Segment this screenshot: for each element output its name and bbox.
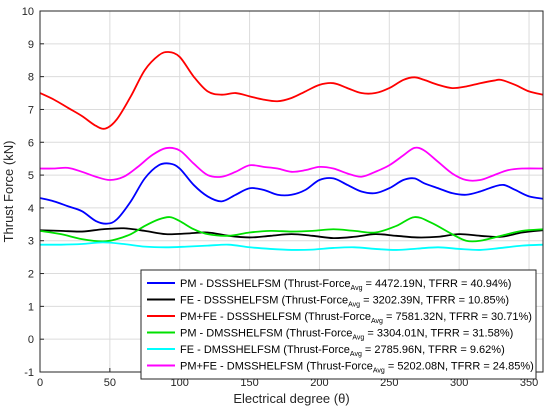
y-tick-label: 1 <box>28 301 34 313</box>
y-tick-label: 6 <box>28 137 34 149</box>
y-tick-label: 4 <box>28 203 34 215</box>
legend-stat-sub: Avg <box>352 335 364 342</box>
y-axis-label: Thrust Force (kN) <box>1 141 16 243</box>
legend-stat-sub: Avg <box>350 351 362 358</box>
legend-stat-sub: Avg <box>351 285 363 292</box>
legend-stat-sub: Avg <box>371 318 383 325</box>
y-tick-label: 10 <box>22 6 34 18</box>
x-tick-label: 0 <box>37 377 43 389</box>
legend-entry: PM+FE - DMSSHELFSM (Thrust-ForceAvg = 52… <box>180 361 534 375</box>
series-line-4 <box>39 216 544 243</box>
legend-name: PM+FE - DMSSHELFSM <box>180 361 306 373</box>
y-tick-label: 3 <box>28 236 34 248</box>
series-line-5 <box>39 241 544 251</box>
legend-stat-post: = 3202.39N, TFRR = 10.85%) <box>360 295 509 307</box>
series-line-6 <box>39 146 544 182</box>
legend-entry: FE - DSSSHELFSM (Thrust-ForceAvg = 3202.… <box>180 295 509 309</box>
legend-stat-sub: Avg <box>348 302 360 309</box>
y-tick-label: -1 <box>24 367 34 379</box>
y-tick-label: 2 <box>28 269 34 281</box>
legend-entry: PM+FE - DSSSHELFSM (Thrust-ForceAvg = 75… <box>180 311 532 325</box>
legend-stat-pre: (Thrust-Force <box>284 278 351 290</box>
y-tick-label: 7 <box>28 104 34 116</box>
legend-stat-sub: Avg <box>373 368 385 375</box>
x-tick-label: 300 <box>450 377 468 389</box>
x-tick-label: 200 <box>310 377 328 389</box>
legend-box <box>140 269 537 380</box>
legend-stat-pre: (Thrust-Force <box>286 328 353 340</box>
legend: PM - DSSSHELFSM (Thrust-ForceAvg = 4472.… <box>140 269 537 380</box>
legend-stat-pre: (Thrust-Force <box>283 344 350 356</box>
x-tick-label: 100 <box>171 377 189 389</box>
legend-entry: PM - DMSSHELFSM (Thrust-ForceAvg = 3304.… <box>180 328 513 342</box>
y-tick-label: 8 <box>28 72 34 84</box>
y-tick-label: 9 <box>28 39 34 51</box>
x-tick-label: 150 <box>240 377 258 389</box>
legend-name: PM+FE - DSSSHELFSM <box>180 311 304 323</box>
legend-stat-post: = 7581.32N, TFRR = 30.71%) <box>383 311 532 323</box>
legend-stat-post: = 3304.01N, TFRR = 31.58%) <box>364 328 513 340</box>
y-tick-label: 0 <box>28 334 34 346</box>
x-tick-label: 250 <box>380 377 398 389</box>
legend-name: FE - DSSSHELFSM <box>180 295 281 307</box>
y-tick-labels: -1 0 1 2 3 4 5 6 7 8 9 10 <box>22 6 34 379</box>
x-tick-label: 50 <box>104 377 116 389</box>
series-line-2 <box>39 227 544 240</box>
x-tick-label: 350 <box>520 377 538 389</box>
legend-name: PM - DMSSHELFSM <box>180 328 286 340</box>
legend-entry: PM - DSSSHELFSM (Thrust-ForceAvg = 4472.… <box>180 278 511 292</box>
legend-stat-post: = 2785.96N, TFRR = 9.62%) <box>362 344 505 356</box>
legend-stat-pre: (Thrust-Force <box>306 361 373 373</box>
legend-entry: FE - DMSSHELFSM (Thrust-ForceAvg = 2785.… <box>180 344 505 358</box>
legend-stat-pre: (Thrust-Force <box>281 295 348 307</box>
series-lines <box>39 51 544 251</box>
x-axis-label: Electrical degree (θ) <box>233 391 349 406</box>
legend-stat-post: = 5202.08N, TFRR = 24.85%) <box>385 361 534 373</box>
legend-stat-pre: (Thrust-Force <box>304 311 371 323</box>
y-tick-label: 5 <box>28 170 34 182</box>
series-line-3 <box>39 51 544 130</box>
legend-name: FE - DMSSHELFSM <box>180 344 283 356</box>
legend-name: PM - DSSSHELFSM <box>180 278 284 290</box>
series-line-1 <box>39 162 544 225</box>
legend-stat-post: = 4472.19N, TFRR = 40.94%) <box>362 278 511 290</box>
x-tick-labels: 0 50 100 150 200 250 300 350 <box>37 377 538 389</box>
